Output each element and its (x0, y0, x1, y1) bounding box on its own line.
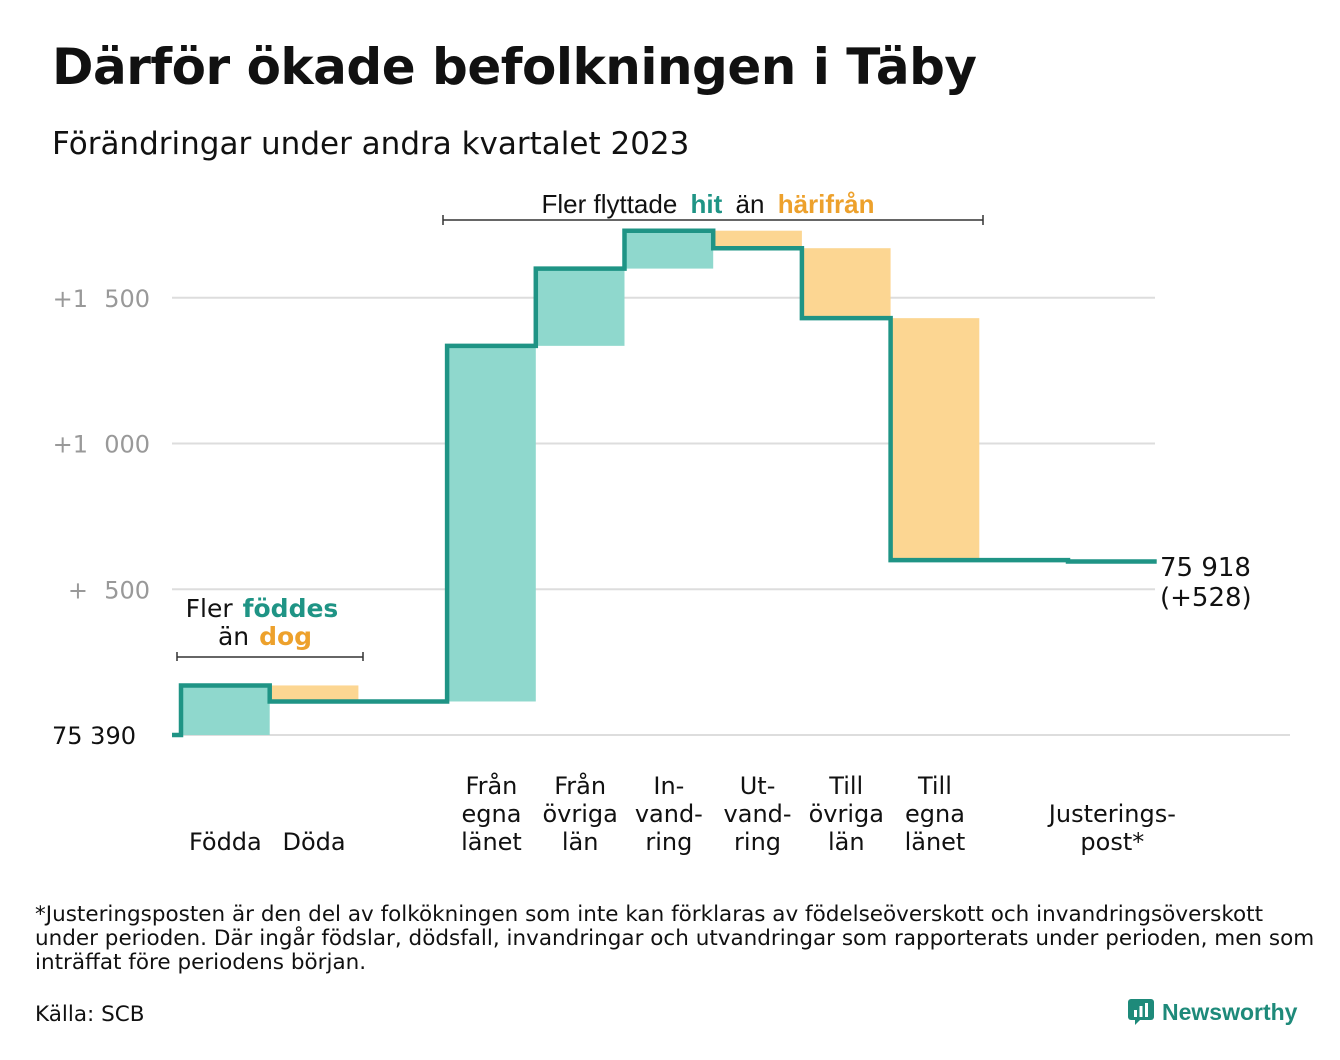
increase-bar (535, 268, 625, 346)
category-label: In- (653, 772, 684, 800)
y-tick-prefix: + (68, 576, 88, 604)
category-label: län (828, 828, 865, 856)
chart-title: Därför ökade befolkningen i Täby (52, 38, 977, 96)
category-label: övriga (809, 800, 884, 828)
increase-bar (447, 345, 536, 702)
deaths-annotation-highlight: dog (259, 622, 312, 651)
category-label: post* (1080, 828, 1144, 856)
decrease-bar (801, 248, 891, 319)
svg-text:Fler föddes: Fler föddes (186, 594, 339, 623)
y-tick-prefix: +1 (53, 285, 88, 313)
category-label: länet (461, 828, 522, 856)
births-annotation-bracket (176, 652, 364, 661)
increase-bar (624, 230, 714, 269)
category-label: vand- (724, 800, 792, 828)
moves-annotation-prefix: Fler flyttade (541, 189, 677, 219)
step-line-layer (172, 228, 1157, 738)
category-label: övriga (542, 800, 617, 828)
cumulative-step-line (172, 228, 1157, 738)
category-label: Döda (282, 828, 345, 856)
moves-annotation-middle: än (736, 189, 765, 219)
births-annotation-highlight: föddes (243, 594, 339, 623)
decrease-bar (269, 685, 359, 702)
moves-annotation-bracket (442, 215, 984, 225)
deaths-annotation-prefix: än (218, 622, 249, 651)
category-label: länet (905, 828, 966, 856)
y-tick-label: 500 (104, 285, 150, 313)
category-label: Från (554, 771, 606, 800)
category-label: Från (466, 771, 518, 800)
bar-layer (181, 230, 1157, 735)
source-label: Källa: SCB (35, 1002, 145, 1027)
moves-annotation-highlight-in: hit (691, 189, 723, 219)
y-tick-prefix: +1 (53, 431, 88, 459)
decrease-bar (890, 318, 980, 561)
category-label: ring (734, 828, 781, 856)
brand-logo: Newsworthy (1128, 996, 1297, 1028)
newsworthy-logo-icon (1128, 999, 1154, 1025)
category-label: Födda (189, 828, 262, 856)
grid-layer (172, 296, 1290, 736)
category-label: Justerings- (1047, 800, 1176, 828)
end-change-label: (+528) (1160, 583, 1252, 613)
y-tick-label: 500 (104, 576, 150, 604)
svg-text:Fler flyttade hit: Fler flyttade hit än härifrån (541, 189, 874, 219)
moves-annotation: Fler flyttade hit än härifrån (442, 189, 984, 225)
decrease-bar (713, 230, 802, 249)
births-annotation-prefix: Fler (186, 594, 234, 623)
category-label: Till (828, 772, 863, 800)
category-label: egna (461, 800, 521, 828)
y-tick-label: 000 (104, 431, 150, 459)
category-label: vand- (635, 800, 703, 828)
category-label: ring (645, 828, 692, 856)
end-value-label: 75 918 (1160, 553, 1251, 583)
svg-text:än dog: än dog (218, 622, 312, 651)
category-label: egna (905, 800, 965, 828)
y-baseline-label: 75 390 (52, 722, 136, 750)
category-label: Ut- (740, 772, 776, 800)
category-label: län (562, 828, 599, 856)
births-annotation: Fler föddes än dog (176, 594, 364, 661)
category-label: Till (917, 772, 952, 800)
footnote: *Justeringsposten är den del av folkökni… (35, 902, 1315, 975)
chart-subtitle: Förändringar under andra kvartalet 2023 (52, 126, 690, 162)
increase-bar (181, 685, 270, 735)
brand-name: Newsworthy (1162, 998, 1298, 1025)
moves-annotation-highlight-out: härifrån (778, 189, 875, 219)
